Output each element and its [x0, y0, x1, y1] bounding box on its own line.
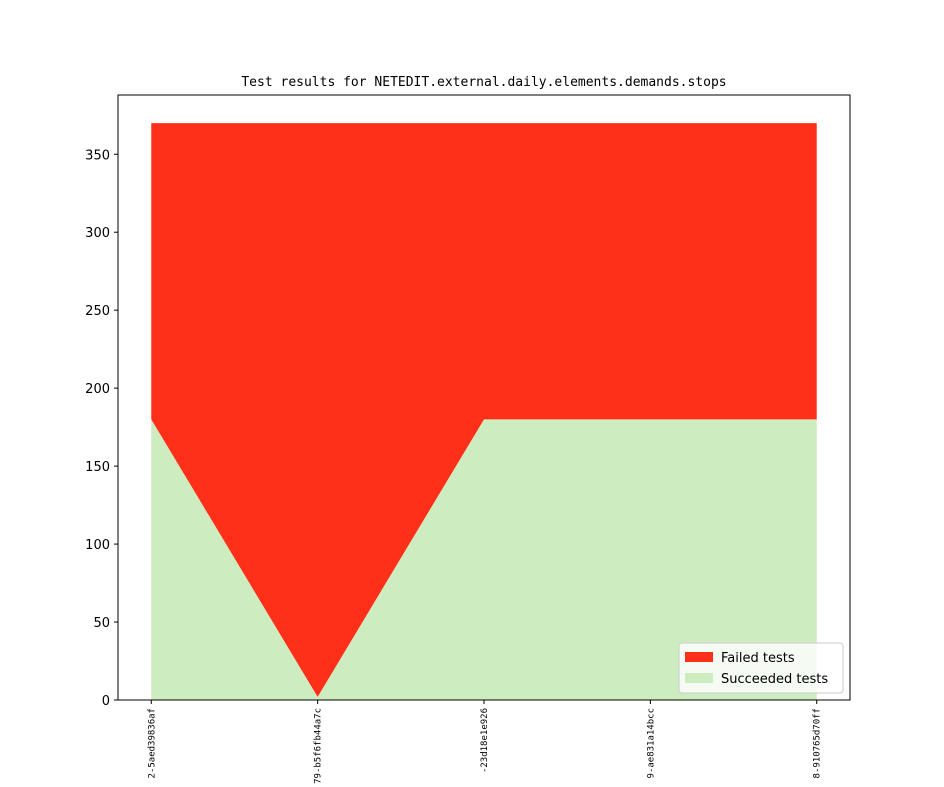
legend: Failed tests Succeeded tests	[678, 642, 844, 694]
y-tick-label: 0	[102, 694, 110, 709]
x-tick-label: 9-ae831a14bcc	[646, 708, 656, 778]
area	[151, 419, 817, 700]
y-tick-label: 50	[93, 616, 110, 631]
y-tick-label: 250	[85, 304, 110, 319]
legend-label: Succeeded tests	[721, 672, 828, 687]
legend-swatch	[685, 652, 713, 662]
x-tick-label: 2-5aed39836af	[147, 708, 157, 778]
y-tick-label: 350	[85, 148, 110, 163]
legend-frame	[678, 642, 844, 694]
y-tick-label: 200	[85, 382, 110, 397]
y-tick-label: 100	[85, 538, 110, 553]
legend-label: Failed tests	[721, 651, 795, 666]
chart-title: Test results for NETEDIT.external.daily.…	[241, 75, 726, 90]
x-tick-label: -23d18e1e926	[480, 708, 490, 773]
legend-swatch	[685, 673, 713, 683]
y-tick-label: 300	[85, 226, 110, 241]
area	[151, 123, 817, 697]
x-tick-label: 8-910765d70ff	[813, 708, 823, 778]
x-tick-label: 79-b5f6fb44a7c	[314, 708, 324, 784]
y-tick-label: 150	[85, 460, 110, 475]
